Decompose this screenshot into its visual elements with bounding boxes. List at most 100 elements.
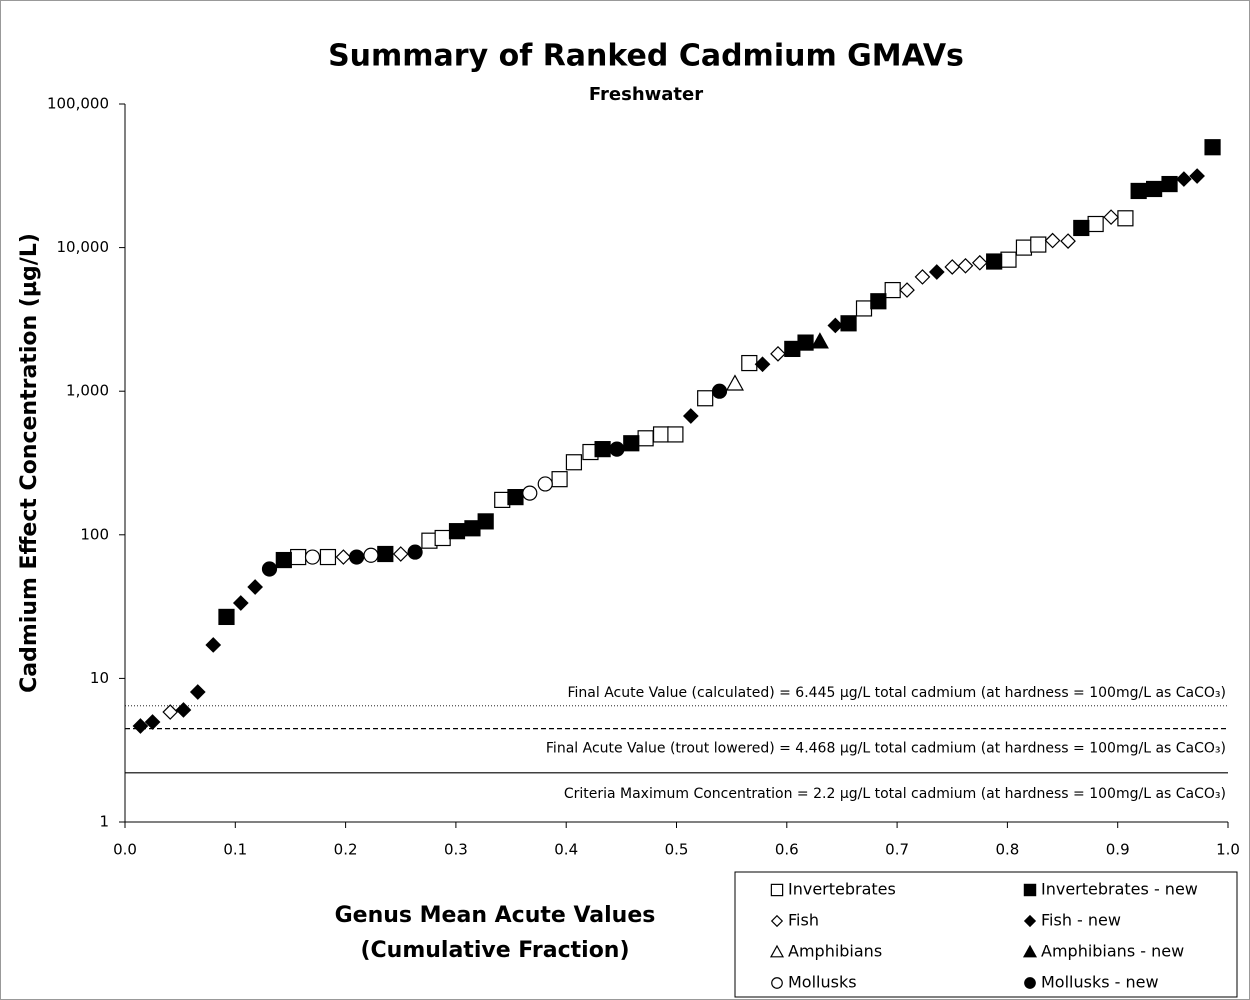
legend-label: Amphibians — [788, 942, 882, 961]
point — [1060, 233, 1076, 249]
point — [162, 704, 179, 720]
point — [304, 549, 321, 565]
point — [175, 702, 192, 718]
legend-label: Fish - new — [1041, 911, 1121, 930]
point — [363, 547, 379, 563]
point — [1161, 175, 1178, 193]
point — [711, 383, 728, 399]
point — [986, 253, 1003, 270]
point — [637, 430, 654, 447]
point — [507, 489, 524, 506]
point — [407, 544, 423, 560]
x-tick-label: 1.0 — [1216, 841, 1240, 859]
point — [290, 548, 307, 566]
point — [1189, 168, 1205, 184]
point — [870, 293, 887, 310]
point — [1176, 171, 1192, 187]
point — [899, 282, 915, 298]
point — [1103, 209, 1119, 225]
x-tick-label: 0.8 — [995, 841, 1019, 859]
point — [1204, 139, 1221, 156]
point — [797, 334, 814, 351]
y-tick-label: 10 — [90, 669, 109, 687]
point — [928, 264, 945, 280]
point — [448, 523, 466, 540]
y-tick-label: 100,000 — [47, 95, 109, 113]
chart-title: Summary of Ranked Cadmium GMAVs — [328, 39, 964, 74]
point — [565, 454, 583, 471]
point — [1145, 180, 1163, 198]
legend-marker — [1023, 914, 1037, 928]
point — [697, 390, 714, 407]
point — [884, 281, 901, 299]
point — [1073, 219, 1090, 237]
x-tick-label: 0.1 — [223, 841, 247, 859]
x-axis-label: Genus Mean Acute Values (Cumulative Fract… — [335, 903, 656, 963]
point — [205, 637, 222, 653]
legend-box — [734, 871, 1238, 998]
point — [275, 551, 292, 569]
point — [594, 441, 611, 458]
x-tick-label: 0.9 — [1106, 841, 1130, 859]
point — [232, 595, 249, 611]
legend-label: Mollusks - new — [1041, 973, 1159, 992]
point — [682, 408, 699, 424]
point — [1030, 236, 1047, 253]
x-tick-label: 0.3 — [444, 841, 468, 859]
reference-label: Final Acute Value (calculated) = 6.445 µ… — [567, 685, 1226, 701]
point — [1000, 251, 1017, 268]
point — [1015, 239, 1033, 256]
point — [1117, 210, 1134, 227]
legend-label: Mollusks — [788, 973, 857, 992]
point — [218, 608, 235, 626]
point — [725, 374, 744, 391]
legend-label: Invertebrates - new — [1041, 880, 1198, 899]
point — [652, 426, 670, 443]
point — [971, 254, 988, 271]
point — [623, 435, 640, 452]
point — [810, 332, 829, 349]
point — [551, 471, 568, 488]
point — [349, 549, 365, 565]
point — [1044, 232, 1061, 249]
legend-marker — [1023, 883, 1037, 897]
legend-marker — [1022, 944, 1038, 958]
y-tick-label: 1,000 — [66, 382, 109, 400]
point — [377, 545, 394, 563]
point — [1087, 215, 1104, 233]
chart-subtitle: Freshwater — [589, 84, 703, 105]
x-tick-label: 0.7 — [885, 841, 909, 859]
point — [319, 548, 337, 566]
point — [667, 426, 684, 443]
legend-label: Amphibians - new — [1041, 942, 1184, 961]
legend-marker — [770, 883, 784, 897]
point — [827, 317, 844, 334]
point — [609, 441, 625, 457]
legend-label: Invertebrates — [788, 880, 896, 899]
point — [392, 546, 409, 562]
y-tick-label: 1 — [99, 813, 109, 831]
x-tick-label: 0.4 — [554, 841, 578, 859]
y-tick-label: 10,000 — [57, 238, 110, 256]
point — [537, 476, 553, 492]
legend-marker — [771, 977, 783, 989]
point — [944, 259, 961, 275]
x-tick-label: 0.5 — [665, 841, 689, 859]
x-tick-label: 0.2 — [334, 841, 358, 859]
legend-marker — [769, 944, 785, 958]
legend-marker — [1024, 977, 1036, 989]
reference-label: Final Acute Value (trout lowered) = 4.46… — [546, 741, 1226, 757]
point — [132, 718, 149, 734]
point — [261, 561, 278, 577]
point — [855, 300, 873, 317]
point — [741, 354, 758, 372]
point — [189, 684, 206, 700]
legend-marker — [770, 914, 784, 928]
x-tick-label: 0.0 — [113, 841, 137, 859]
point — [434, 529, 451, 547]
point — [247, 579, 264, 595]
point — [957, 257, 974, 274]
point — [914, 269, 931, 285]
